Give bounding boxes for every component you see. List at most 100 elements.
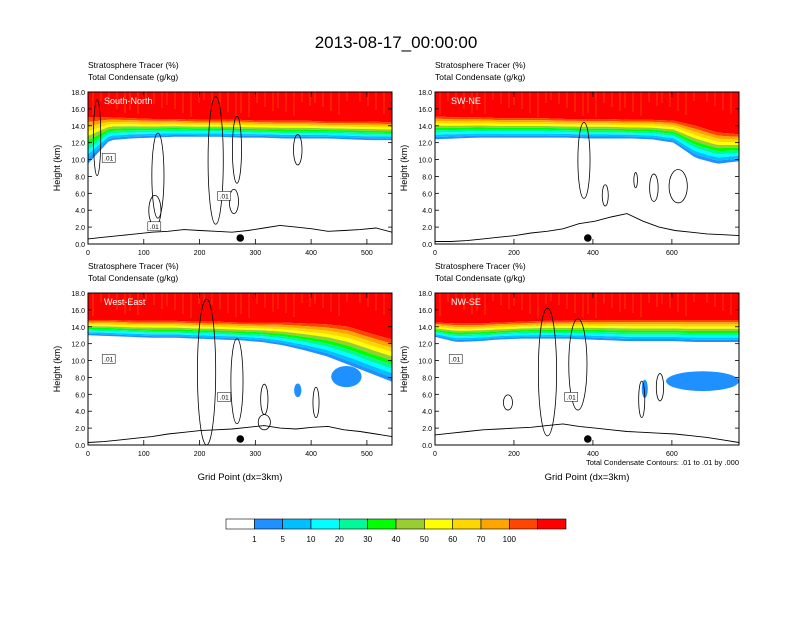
tracer-band — [88, 126, 392, 141]
panel-header-condensate: Total Condensate (g/kg) — [435, 273, 525, 283]
panel-header-tracer: Stratosphere Tracer (%) — [88, 60, 179, 70]
x-tick-label: 200 — [508, 451, 520, 458]
chart-panel: .01 .01 .01 South-North Stratosphere Tracer … — [52, 60, 393, 257]
tracer-level-100 — [435, 293, 739, 324]
contour-label: .01 — [220, 193, 229, 200]
figure-title: 2013-08-17_00:00:00 — [315, 33, 478, 52]
contour-label: .01 — [104, 356, 113, 363]
condensate-contour — [232, 115, 242, 184]
y-tick-label: 8.0 — [75, 375, 85, 382]
condensate-contour — [312, 386, 320, 419]
y-tick-label: 0.0 — [75, 242, 85, 249]
y-tick-label: 4.0 — [75, 208, 85, 215]
condensate-contour — [197, 298, 217, 445]
y-tick-label: 12.0 — [71, 141, 85, 148]
condensate-blob — [294, 383, 302, 398]
y-tick-label: 0.0 — [422, 443, 432, 450]
panel-header-tracer: Stratosphere Tracer (%) — [435, 261, 526, 271]
x-tick-label: 100 — [138, 451, 150, 458]
colorbar-label: 100 — [503, 535, 517, 544]
y-tick-label: 12.0 — [418, 141, 432, 148]
y-tick-label: 6.0 — [75, 392, 85, 399]
tracer-band — [88, 333, 392, 382]
tracer-band — [435, 331, 739, 337]
tracer-level-100 — [435, 92, 739, 135]
plot-frame — [87, 292, 393, 446]
x-tick-label: 0 — [86, 250, 90, 257]
condensate-contour — [638, 380, 646, 419]
condensate-contour — [537, 307, 557, 437]
tracer-band — [88, 323, 392, 353]
y-tick-label: 4.0 — [422, 208, 432, 215]
tracer-level-100 — [88, 92, 392, 123]
x-tick-label: 300 — [249, 250, 261, 257]
contour-label: .01 — [567, 394, 576, 401]
tracer-band — [88, 131, 392, 155]
condensate-contour — [228, 188, 239, 214]
colorbar-label: 20 — [335, 535, 344, 544]
plot-area — [88, 92, 392, 244]
colorbar-label: 30 — [363, 535, 372, 544]
plot-frame — [434, 292, 740, 446]
x-tick-label: 500 — [361, 451, 373, 458]
tracer-band — [435, 320, 739, 326]
plot-frame — [87, 91, 393, 245]
condensate-contour — [257, 414, 271, 431]
condensate-blob — [331, 365, 362, 388]
x-tick-label: 400 — [587, 451, 599, 458]
x-tick-label: 200 — [194, 250, 206, 257]
plot-area — [435, 293, 739, 445]
condensate-contour — [649, 173, 659, 202]
colorbar-label: 60 — [448, 535, 457, 544]
tracer-level-100 — [88, 293, 392, 340]
condensate-contour — [207, 96, 224, 225]
contour-note: Total Condensate Contours: .01 to .01 by… — [586, 458, 739, 467]
x-tick-label: 100 — [138, 250, 150, 257]
x-tick-label: 500 — [361, 250, 373, 257]
tracer-band — [435, 321, 739, 328]
colorbar-label: 50 — [420, 535, 429, 544]
condensate-contour — [568, 318, 588, 411]
tracer-band — [88, 320, 392, 344]
panel-label: SW-NE — [451, 96, 481, 106]
chart-panel: .01 .01 NW-SE Stratosphere Tracer (%) Total … — [399, 261, 740, 483]
y-tick-label: 16.0 — [418, 308, 432, 315]
colorbar-swatch — [395, 518, 425, 530]
panel-label: NW-SE — [451, 297, 481, 307]
tracer-band — [435, 325, 739, 331]
condensate-blob — [666, 371, 739, 392]
condensate-contour — [655, 373, 665, 402]
x-tick-label: 0 — [433, 451, 437, 458]
colorbar-swatch — [339, 518, 368, 530]
y-tick-label: 10.0 — [418, 158, 432, 165]
colorbar-label: 40 — [392, 535, 401, 544]
y-tick-label: 10.0 — [71, 359, 85, 366]
y-tick-label: 2.0 — [422, 426, 432, 433]
plot-area — [435, 92, 739, 244]
chart-panel: .01 .01 West-East Stratosphere Tracer (%) To… — [52, 261, 393, 483]
y-tick-label: 4.0 — [422, 409, 432, 416]
tracer-band — [88, 321, 392, 348]
colorbar-swatch — [424, 518, 453, 530]
colorbar-label: 70 — [477, 535, 486, 544]
x-tick-label: 200 — [508, 250, 520, 257]
condensate-contour — [230, 338, 244, 425]
colorbar-swatch — [537, 518, 567, 530]
plot-frame — [434, 91, 740, 245]
condensate-contour — [293, 134, 303, 166]
y-tick-label: 6.0 — [422, 392, 432, 399]
y-axis-label: Height (km) — [399, 346, 409, 393]
tracer-band — [88, 129, 392, 150]
location-marker — [236, 234, 245, 242]
colorbar-swatch — [367, 518, 397, 530]
y-tick-label: 8.0 — [422, 375, 432, 382]
tracer-band — [435, 335, 739, 342]
tracer-band — [435, 135, 739, 164]
tracer-band — [435, 123, 739, 146]
terrain-line — [88, 224, 392, 240]
tracer-band — [435, 133, 739, 161]
tracer-band — [88, 121, 392, 132]
contour-label-box — [101, 354, 116, 364]
y-tick-label: 8.0 — [75, 174, 85, 181]
